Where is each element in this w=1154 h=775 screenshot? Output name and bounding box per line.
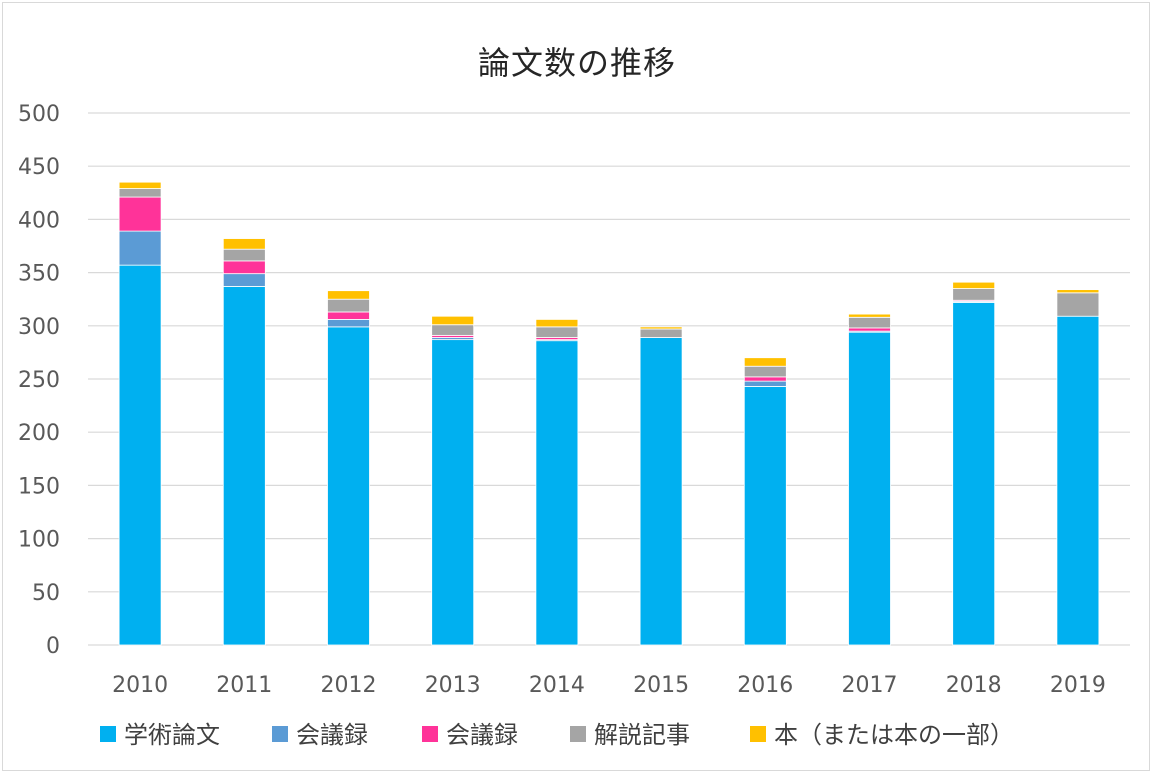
bar-segment <box>848 327 891 332</box>
x-tick-label: 2019 <box>1050 673 1106 698</box>
bar-segment <box>848 313 891 318</box>
bar-segment <box>743 386 787 646</box>
bar-segment <box>848 316 891 329</box>
bar-segment <box>222 286 266 646</box>
bar-segment <box>535 340 579 646</box>
x-tick-label: 2017 <box>842 673 898 698</box>
bar-segment <box>639 337 683 646</box>
bar-segment <box>327 326 370 646</box>
bar-segment <box>222 238 266 250</box>
y-tick-label: 50 <box>32 581 60 606</box>
y-tick-label: 100 <box>18 528 60 553</box>
bar-segment <box>1056 292 1100 317</box>
x-tick-label: 2012 <box>321 673 377 698</box>
bar-segment <box>431 339 475 646</box>
x-tick-label: 2011 <box>216 673 272 698</box>
y-tick-label: 150 <box>18 474 60 499</box>
legend-layer: 学術論文 会議録 会議録 解説記事 本（または本の一部） <box>100 721 1014 749</box>
bar-segment <box>222 248 266 262</box>
legend-label: 解説記事 <box>594 721 690 749</box>
bar-segment <box>743 365 787 378</box>
bar-segment <box>118 188 162 198</box>
bar-segment <box>535 326 579 338</box>
x-tick-label: 2016 <box>737 673 793 698</box>
bar-segment <box>327 298 370 313</box>
bar-segment <box>118 196 162 232</box>
bar-segment <box>431 315 475 326</box>
bar-segment <box>327 290 370 300</box>
y-tick-label: 350 <box>18 262 60 287</box>
bar-segment <box>639 326 683 330</box>
legend-label: 会議録 <box>296 721 368 749</box>
legend-swatch <box>272 726 288 742</box>
bar-segment <box>952 288 996 301</box>
legend-swatch <box>422 726 438 742</box>
axis-layer: 0 50 100 150 200 250 300 350 400 450 500 2010 2011 20… <box>18 102 1106 698</box>
bar-segment <box>535 319 579 328</box>
bar-segment <box>1056 289 1100 294</box>
bar-segment <box>431 324 475 336</box>
bar-segment <box>327 319 370 328</box>
bar-segment <box>743 380 787 387</box>
x-tick-label: 2015 <box>633 673 689 698</box>
legend-label: 学術論文 <box>124 721 220 749</box>
y-tick-label: 250 <box>18 368 60 393</box>
x-tick-label: 2010 <box>112 673 168 698</box>
bar-segment <box>743 376 787 382</box>
x-tick-label: 2014 <box>529 673 585 698</box>
y-tick-label: 450 <box>18 155 60 180</box>
legend-swatch <box>750 726 766 742</box>
y-tick-label: 300 <box>18 315 60 340</box>
bar-segment <box>327 311 370 320</box>
legend-label: 本（または本の一部） <box>774 721 1014 749</box>
bar-segment <box>848 331 891 646</box>
y-tick-label: 0 <box>46 634 60 659</box>
bar-segment <box>952 301 996 646</box>
bar-segment <box>952 281 996 289</box>
bar-segment <box>222 273 266 287</box>
x-tick-label: 2018 <box>946 673 1002 698</box>
chart-title: 論文数の推移 <box>477 44 676 82</box>
bars-layer <box>118 181 1100 646</box>
legend-swatch <box>570 726 586 742</box>
bar-segment <box>639 328 683 338</box>
y-tick-label: 400 <box>18 208 60 233</box>
legend-swatch <box>100 726 116 742</box>
bar-segment <box>118 230 162 266</box>
bar-segment <box>118 264 162 646</box>
y-tick-label: 500 <box>18 102 60 127</box>
bar-segment <box>222 260 266 275</box>
bar-segment <box>743 357 787 367</box>
bar-segment <box>1056 315 1100 646</box>
y-tick-label: 200 <box>18 421 60 446</box>
x-tick-label: 2013 <box>425 673 481 698</box>
bar-segment <box>118 181 162 189</box>
legend-label: 会議録 <box>446 721 518 749</box>
